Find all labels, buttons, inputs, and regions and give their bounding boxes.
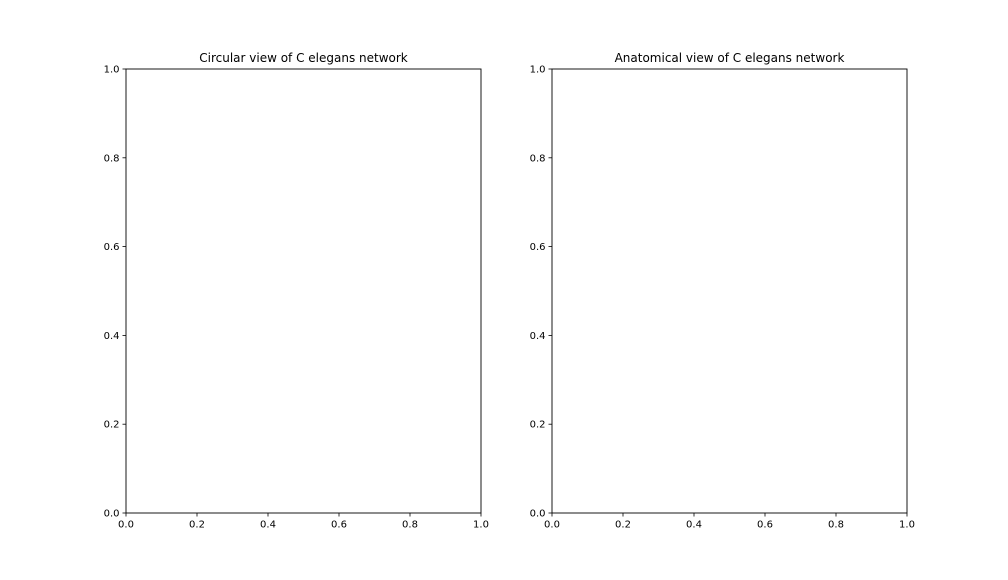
x-tick-label: 0.0 (118, 520, 134, 531)
y-tick-label: 0.6 (530, 242, 546, 253)
y-tick-label: 1.0 (104, 65, 120, 76)
subplot-anatomical-view: Anatomical view of C elegans network 0.0… (530, 51, 915, 531)
x-tick-label: 0.0 (544, 520, 560, 531)
y-tick-label: 0.4 (104, 331, 120, 342)
y-tick-label: 0.0 (530, 509, 546, 520)
x-tick-label: 0.6 (757, 520, 773, 531)
y-tick-label: 0.8 (104, 153, 120, 164)
x-tick-label: 0.2 (615, 520, 631, 531)
x-tick-label: 0.4 (686, 520, 702, 531)
subplot-title: Circular view of C elegans network (199, 51, 408, 65)
y-tick-label: 0.2 (530, 420, 546, 431)
x-tick-label: 1.0 (473, 520, 489, 531)
axes-frame (125, 68, 482, 514)
subplot-circular-view: Circular view of C elegans network 0.0 0.… (104, 51, 489, 531)
x-tick-label: 0.6 (331, 520, 347, 531)
x-tick-label: 0.2 (189, 520, 205, 531)
y-tick-label: 0.4 (530, 331, 546, 342)
x-tick-label: 0.8 (828, 520, 844, 531)
y-tick-label: 0.2 (104, 420, 120, 431)
y-tick-label: 0.8 (530, 153, 546, 164)
x-tick-label: 1.0 (899, 520, 915, 531)
y-tick-label: 1.0 (530, 65, 546, 76)
y-tick-label: 0.0 (104, 509, 120, 520)
x-tick-label: 0.8 (402, 520, 418, 531)
y-tick-label: 0.6 (104, 242, 120, 253)
axes-frame (551, 68, 908, 514)
x-tick-label: 0.4 (260, 520, 276, 531)
subplot-title: Anatomical view of C elegans network (615, 51, 845, 65)
